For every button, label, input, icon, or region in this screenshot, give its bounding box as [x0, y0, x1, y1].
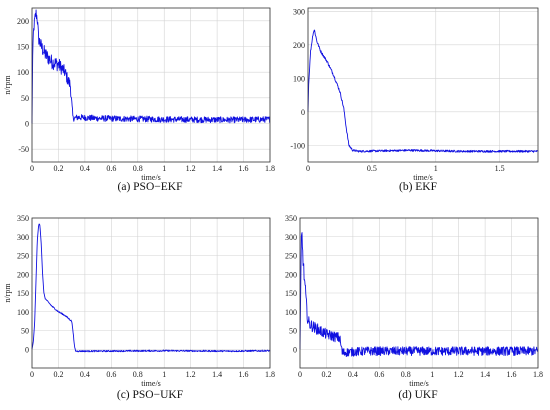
- y-tick-label: 200: [17, 270, 29, 279]
- y-tick-label: -50: [18, 145, 29, 154]
- y-tick-label: 100: [285, 308, 297, 317]
- y-tick-label: 50: [21, 327, 29, 336]
- series-line: [307, 29, 539, 153]
- y-tick-label: 250: [285, 252, 297, 261]
- subplot-caption: (c) PSO−UKF: [117, 389, 183, 401]
- y-tick-label: 150: [285, 289, 297, 298]
- x-tick-label: 1: [162, 370, 166, 379]
- x-tick-label: 0.2: [321, 370, 331, 379]
- subplot-caption: (d) UKF: [398, 389, 437, 401]
- x-tick-label: 1.5: [495, 164, 505, 173]
- x-tick-label: 1.2: [454, 370, 464, 379]
- x-tick-label: 1.4: [212, 370, 222, 379]
- subplot-3: 0 0.2 0.4 0.6 0.8 1 1.2 1.4 1.6 1.8 0 50 100 150 200 25…: [3, 214, 275, 401]
- subplot-caption: (a) PSO−EKF: [118, 181, 183, 193]
- y-tick-label: 250: [17, 252, 29, 261]
- y-tick-label: 100: [293, 74, 305, 83]
- x-axis-label: time/s: [141, 379, 161, 388]
- x-tick-label: 0.6: [106, 370, 116, 379]
- subplot-2: 0 0.5 1 1.5 -100 0 100 200 300 time/s(b) EKF: [290, 7, 539, 193]
- y-axis-label: n/rpm: [3, 75, 12, 95]
- y-tick-label: 0: [25, 120, 29, 129]
- subplot-caption: (b) EKF: [399, 181, 437, 193]
- series-line: [299, 232, 539, 357]
- y-tick-label: 150: [17, 43, 29, 52]
- y-tick-label: 0: [25, 345, 29, 354]
- plot-frame: [31, 217, 271, 369]
- x-tick-label: 1.8: [265, 164, 275, 173]
- y-tick-label: 50: [21, 94, 29, 103]
- x-tick-label: 0.2: [53, 164, 63, 173]
- x-tick-label: 0: [30, 370, 34, 379]
- x-tick-label: 0.5: [367, 164, 377, 173]
- y-axis-label: n/rpm: [3, 283, 12, 303]
- x-tick-label: 1.8: [533, 370, 543, 379]
- y-tick-label: 50: [289, 327, 297, 336]
- x-axis-label: time/s: [141, 173, 161, 182]
- x-tick-label: 1.4: [480, 370, 490, 379]
- y-tick-label: 300: [17, 233, 29, 242]
- x-tick-label: 0.6: [374, 370, 384, 379]
- x-tick-label: 0.8: [401, 370, 411, 379]
- x-tick-label: 0: [306, 164, 310, 173]
- y-tick-label: 200: [17, 17, 29, 26]
- y-tick-label: 100: [17, 68, 29, 77]
- series-line: [31, 223, 271, 353]
- x-tick-label: 1: [430, 370, 434, 379]
- x-tick-label: 0: [30, 164, 34, 173]
- x-tick-label: 1.2: [186, 164, 196, 173]
- x-tick-label: 1.2: [186, 370, 196, 379]
- y-tick-label: 150: [17, 289, 29, 298]
- x-tick-label: 1.6: [507, 370, 517, 379]
- y-tick-label: 300: [293, 7, 305, 16]
- x-tick-label: 0.2: [53, 370, 63, 379]
- x-tick-label: 1: [434, 164, 438, 173]
- x-tick-label: 0.4: [80, 370, 90, 379]
- y-tick-label: 350: [17, 214, 29, 223]
- series-line: [31, 9, 271, 124]
- x-axis-label: time/s: [413, 173, 433, 182]
- y-tick-label: 0: [293, 345, 297, 354]
- x-tick-label: 0.8: [133, 164, 143, 173]
- x-tick-label: 0.4: [80, 164, 90, 173]
- x-tick-label: 0.6: [106, 164, 116, 173]
- y-tick-label: 100: [17, 308, 29, 317]
- x-tick-label: 0.8: [133, 370, 143, 379]
- y-tick-label: 300: [285, 233, 297, 242]
- subplot-1: 0 0.2 0.4 0.6 0.8 1 1.2 1.4 1.6 1.8 -50 0 50 100 150 20…: [3, 7, 275, 193]
- x-tick-label: 1.6: [239, 370, 249, 379]
- x-tick-label: 1: [162, 164, 166, 173]
- x-tick-label: 1.6: [239, 164, 249, 173]
- plot-frame: [307, 7, 539, 163]
- x-tick-label: 0.4: [348, 370, 358, 379]
- x-tick-label: 0: [298, 370, 302, 379]
- x-tick-label: 1.4: [212, 164, 222, 173]
- y-tick-label: 350: [285, 214, 297, 223]
- subplot-4: 0 0.2 0.4 0.6 0.8 1 1.2 1.4 1.6 1.8 0 50 100 150 200 25…: [285, 214, 543, 401]
- y-tick-label: 200: [285, 270, 297, 279]
- y-tick-label: 200: [293, 41, 305, 50]
- plot-frame: [31, 7, 271, 163]
- x-tick-label: 1.8: [265, 370, 275, 379]
- y-tick-label: 0: [301, 108, 305, 117]
- y-tick-label: -100: [290, 141, 305, 150]
- plot-frame: [299, 217, 539, 369]
- x-axis-label: time/s: [409, 379, 429, 388]
